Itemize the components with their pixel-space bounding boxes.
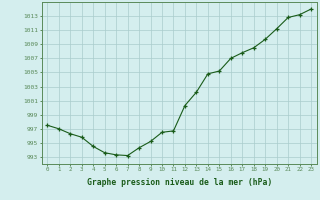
X-axis label: Graphe pression niveau de la mer (hPa): Graphe pression niveau de la mer (hPa) (87, 178, 272, 187)
